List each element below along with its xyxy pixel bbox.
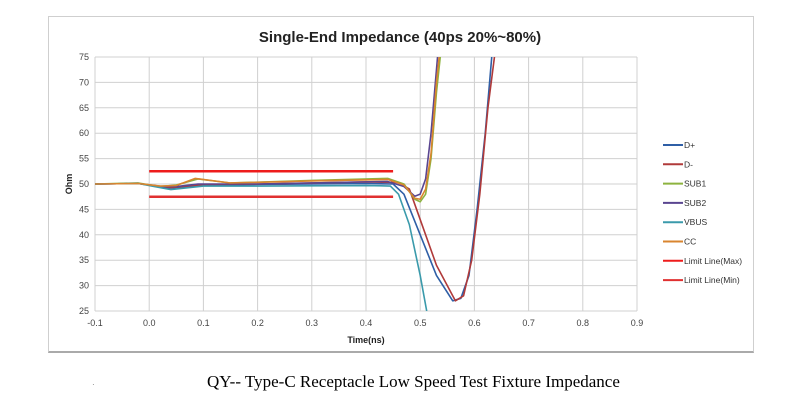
legend-label: Limit Line(Max) [684, 256, 742, 266]
x-tick-label: 0.6 [468, 318, 481, 328]
x-tick-label: 0.4 [360, 318, 373, 328]
x-tick-label: 0.5 [414, 318, 427, 328]
legend-label: D- [684, 159, 693, 169]
y-tick-label: 45 [79, 204, 89, 214]
x-tick-label: 0.8 [577, 318, 590, 328]
x-tick-label: 0.1 [197, 318, 210, 328]
y-tick-label: 35 [79, 255, 89, 265]
figure-caption: QY-- Type-C Receptacle Low Speed Test Fi… [207, 372, 620, 391]
chart-title: Single-End Impedance (40ps 20%~80%) [259, 29, 541, 46]
y-tick-label: 70 [79, 77, 89, 87]
x-tick-label: -0.1 [87, 318, 103, 328]
x-tick-label: 0.0 [143, 318, 156, 328]
legend-label: CC [684, 237, 696, 247]
chart-frame [48, 16, 754, 353]
y-tick-label: 50 [79, 179, 89, 189]
legend-label: D+ [684, 140, 695, 150]
legend-label: VBUS [684, 217, 707, 227]
y-tick-label: 25 [79, 306, 89, 316]
x-tick-label: 0.3 [306, 318, 319, 328]
x-tick-label: 0.9 [631, 318, 644, 328]
series-line-cc [95, 57, 440, 201]
y-axis-label: Ohm [64, 174, 74, 195]
x-axis-label: Time(ns) [347, 335, 384, 345]
series-line-d- [95, 57, 493, 302]
legend-label: SUB1 [684, 179, 706, 189]
y-tick-label: 40 [79, 230, 89, 240]
y-tick-label: 60 [79, 128, 89, 138]
x-tick-label: 0.2 [251, 318, 264, 328]
series-line-vbus [95, 182, 428, 311]
y-tick-label: 30 [79, 281, 89, 291]
x-tick-label: 0.7 [522, 318, 535, 328]
series-line-sub2 [95, 57, 439, 197]
y-tick-label: 55 [79, 154, 89, 164]
y-tick-label: 65 [79, 103, 89, 113]
legend-label: SUB2 [684, 198, 706, 208]
stray-mark: · [92, 380, 95, 389]
legend-label: Limit Line(Min) [684, 275, 740, 285]
y-tick-label: 75 [79, 52, 89, 62]
